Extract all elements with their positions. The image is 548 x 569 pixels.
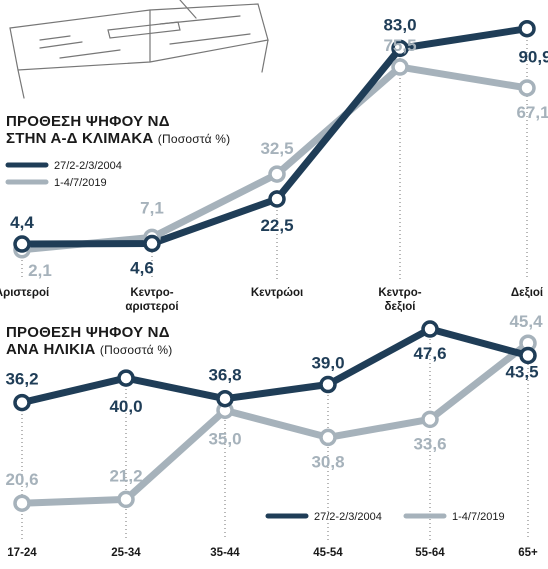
chart1-point-2004-4 xyxy=(518,19,536,38)
chart2-point-2019-1 xyxy=(117,490,135,509)
chart2-point-2019-4 xyxy=(421,410,439,429)
chart2-tick-label-2-0: 35-44 xyxy=(210,547,240,559)
chart2-title-line1: ΠΡΟΘΕΣΗ ΨΗΦΟΥ ΝΔ xyxy=(6,324,170,341)
chart1-title: ΠΡΟΘΕΣΗ ΨΗΦΟΥ ΝΔ ΣΤΗΝ Α-Δ ΚΛΙΜΑΚΑ (Ποσοσ… xyxy=(6,113,230,148)
chart-2: 17-24 25-34 35-44 45-54 55-64 65+ 36,2 40,0 36,8… xyxy=(5,312,543,559)
chart2-point-2004-0 xyxy=(13,393,31,412)
chart2-point-2004-1 xyxy=(117,369,135,387)
chart2-point-2019-3 xyxy=(319,428,337,447)
chart1-point-2019-4 xyxy=(518,79,536,97)
chart1-tick-label-1-1: αριστεροί xyxy=(125,301,178,313)
chart1-title-line2: ΣΤΗΝ Α-Δ ΚΛΙΜΑΚΑ (Ποσοστά %) xyxy=(6,130,230,148)
chart1-point-2004-1 xyxy=(143,234,161,253)
chart1-point-2004-0 xyxy=(13,235,31,253)
chart1-title-line1: ΠΡΟΘΕΣΗ ΨΗΦΟΥ ΝΔ xyxy=(6,113,170,130)
chart1-tick-label-3-1: δεξιοί xyxy=(385,301,416,313)
chart2-point-2004-3 xyxy=(319,375,337,394)
chart1-data-label-2004-0: 4,4 xyxy=(10,213,34,232)
chart2-tick-label-4-0: 55-64 xyxy=(415,547,445,559)
chart1-data-label-2004-1: 4,6 xyxy=(130,259,154,278)
chart2-data-label-2004-0: 36,2 xyxy=(5,370,38,389)
ballot-box-sketch xyxy=(9,0,269,99)
chart2-data-label-2004-3: 39,0 xyxy=(311,354,344,373)
chart2-legend-label-1: 1-4/7/2019 xyxy=(452,511,505,523)
chart2-title: ΠΡΟΘΕΣΗ ΨΗΦΟΥ ΝΔ ΑΝΑ ΗΛΙΚΙΑ (Ποσοστά %) xyxy=(6,324,172,359)
chart1-tick-label-2-0: Κεντρώοι xyxy=(251,287,303,299)
chart2-data-label-2019-4: 33,6 xyxy=(413,434,446,453)
chart1-tick-label-4-0: Δεξιοί xyxy=(511,287,543,299)
chart1-point-2004-2 xyxy=(268,190,286,208)
chart2-data-label-2019-5: 45,4 xyxy=(509,312,543,331)
chart2-data-label-2019-3: 30,8 xyxy=(311,452,344,471)
chart2-point-2004-4 xyxy=(421,320,439,338)
chart1-legend-label-0: 27/2-2/3/2004 xyxy=(54,160,122,172)
chart2-series-line-2019 xyxy=(18,339,532,507)
chart1-tick-label-3-0: Κεντρο- xyxy=(378,287,421,299)
chart1-data-label-2019-0: 2,1 xyxy=(28,261,52,280)
chart2-title-line2: ΑΝΑ ΗΛΙΚΙΑ (Ποσοστά %) xyxy=(6,341,172,359)
chart1-data-label-2019-1: 7,1 xyxy=(140,198,164,217)
chart1-data-label-2019-4: 67,1 xyxy=(516,103,548,122)
chart2-series-line-2004 xyxy=(18,325,532,407)
chart2-tick-label-3-0: 45-54 xyxy=(313,547,343,559)
chart2-title-line2-text: ΑΝΑ ΗΛΙΚΙΑ xyxy=(6,341,96,358)
chart1-tick-label-1-0: Κεντρο- xyxy=(130,287,173,299)
chart2-unit: (Ποσοστά %) xyxy=(99,343,173,357)
chart2-legend-label-0: 27/2-2/3/2004 xyxy=(314,511,382,523)
chart2-data-label-2004-2: 36,8 xyxy=(208,366,241,385)
chart2-point-2019-0 xyxy=(13,494,31,512)
chart1-title-line2-text: ΣΤΗΝ Α-Δ ΚΛΙΜΑΚΑ xyxy=(6,130,154,147)
chart2-tick-label-5-0: 65+ xyxy=(518,547,538,559)
chart1-data-label-2019-3: 75,5 xyxy=(383,36,416,55)
chart1-data-label-2004-4: 90,9 xyxy=(518,48,548,67)
chart1-legend-label-1: 1-4/7/2019 xyxy=(54,177,107,189)
chart1-tick-label-0-0: Αριστεροί xyxy=(0,287,49,299)
chart2-data-label-2019-1: 21,2 xyxy=(109,466,142,485)
chart2-data-label-2004-1: 40,0 xyxy=(109,397,142,416)
chart1-point-2004-3 xyxy=(391,39,409,58)
chart2-point-2004-5 xyxy=(519,346,537,365)
chart1-series-line-2004 xyxy=(18,25,531,248)
chart2-tick-label-0-0: 17-24 xyxy=(7,547,37,559)
chart2-data-label-2019-2: 35,0 xyxy=(208,429,241,448)
chart1-data-label-2004-2: 22,5 xyxy=(260,216,293,235)
chart2-tick-label-1-0: 25-34 xyxy=(111,547,141,559)
chart1-unit: (Ποσοστά %) xyxy=(157,132,231,146)
chart2-data-label-2004-4: 47,6 xyxy=(413,344,446,363)
chart2-data-label-2019-0: 20,6 xyxy=(5,470,38,489)
chart-1: Αριστεροί Κεντρο-αριστεροί Κεντρώοι Κεντρο-… xyxy=(0,15,548,313)
chart2-data-label-2004-5: 43,5 xyxy=(505,362,538,381)
chart1-data-label-2019-2: 32,5 xyxy=(260,139,293,158)
chart1-data-label-2004-3: 83,0 xyxy=(383,15,416,34)
chart1-point-2019-3 xyxy=(391,58,409,76)
chart1-point-2019-2 xyxy=(268,165,286,183)
chart2-point-2004-2 xyxy=(216,389,234,408)
